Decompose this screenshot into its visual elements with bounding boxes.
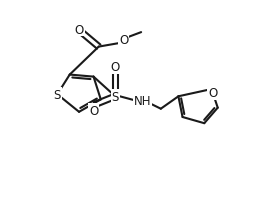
Text: O: O: [89, 105, 98, 118]
Text: NH: NH: [134, 95, 152, 107]
Text: O: O: [111, 61, 120, 74]
Text: S: S: [54, 88, 61, 101]
Text: O: O: [75, 23, 84, 36]
Text: O: O: [208, 86, 217, 99]
Text: O: O: [119, 34, 128, 47]
Text: S: S: [112, 90, 119, 103]
